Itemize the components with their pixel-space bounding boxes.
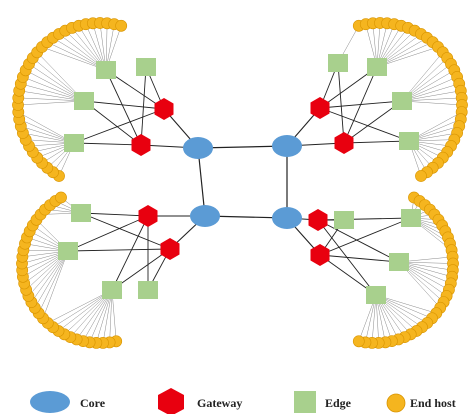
end-host-node [55,191,67,204]
core-router-node [183,137,213,159]
edge-switch-node [401,209,421,227]
edge-switch-node [399,132,419,150]
end-host-node [115,19,128,32]
gateway-edge-link [80,212,171,250]
gateway-node [131,134,151,156]
host-edge-link [20,83,85,102]
gateway-edge-link [343,66,378,144]
legend-core-label: Core [80,396,106,410]
links-layer [67,62,412,296]
edge-switches-layer [58,54,421,304]
legend: Core Gateway Edge End host [30,388,456,414]
edge-switch-node [366,286,386,304]
host-edge-link [17,100,85,106]
host-edge-link [22,76,85,102]
edge-switch-node [136,58,156,76]
legend-edge-label: Edge [325,396,352,410]
gateway-edge-link [105,69,142,146]
edge-switch-node [389,253,409,271]
gateway-edge-link [317,219,400,263]
gateway-edge-link [140,66,147,146]
host-edge-link [375,294,437,314]
core-router-node [190,205,220,227]
host-edge-link [34,250,69,308]
gateway-edge-link [73,108,165,144]
legend-edge-symbol [294,391,316,413]
gateway-edge-link [319,254,400,263]
core-router-node [272,207,302,229]
edge-switch-node [58,242,78,260]
edge-switch-node [367,58,387,76]
edge-switch-node [74,92,94,110]
gateway-edge-link [319,217,412,256]
end-host-node [352,335,365,348]
gateway-edge-link [67,248,171,252]
edge-switch-node [138,281,158,299]
edge-switch-node [96,61,116,79]
edge-switch-node [64,134,84,152]
edge-switch-node [392,92,412,110]
gateway-node [310,244,330,266]
host-edge-link [38,250,69,314]
gateway-edge-link [111,215,149,291]
gateway-edge-link [80,212,149,217]
gateway-edge-link [337,62,345,144]
core-router-node [272,135,302,157]
host-edge-link [47,289,113,324]
legend-host-symbol [386,393,406,413]
edge-switch-node [334,211,354,229]
edge-switch-node [71,204,91,222]
host-edge-link [19,90,85,102]
gateway-edge-link [83,100,165,110]
gateways-layer [131,97,354,266]
edge-switch-node [102,281,122,299]
gateway-edge-link [317,217,412,221]
gateway-edge-link [343,140,410,144]
host-links-layer [17,22,463,343]
gateway-node [160,238,180,260]
gateway-edge-link [319,107,410,142]
gateway-node [308,209,328,231]
legend-gateway-symbol [158,388,184,414]
edge-switch-node [328,54,348,72]
gateway-edge-link [67,215,149,252]
host-edge-link [18,97,85,102]
legend-gateway-label: Gateway [197,396,242,410]
host-edge-link [41,46,107,71]
host-edge-link [376,46,439,68]
core-link [197,147,206,217]
core-routers-layer [183,135,302,229]
gateway-node [138,205,158,227]
gateway-node [310,97,330,119]
end-hosts-layer [12,17,468,349]
gateway-node [334,132,354,154]
host-edge-link [42,250,69,319]
gateway-edge-link [73,142,142,146]
gateway-node [154,98,174,120]
legend-core-symbol [30,391,70,413]
end-host-node [415,170,427,182]
legend-host-label: End host [410,396,456,410]
